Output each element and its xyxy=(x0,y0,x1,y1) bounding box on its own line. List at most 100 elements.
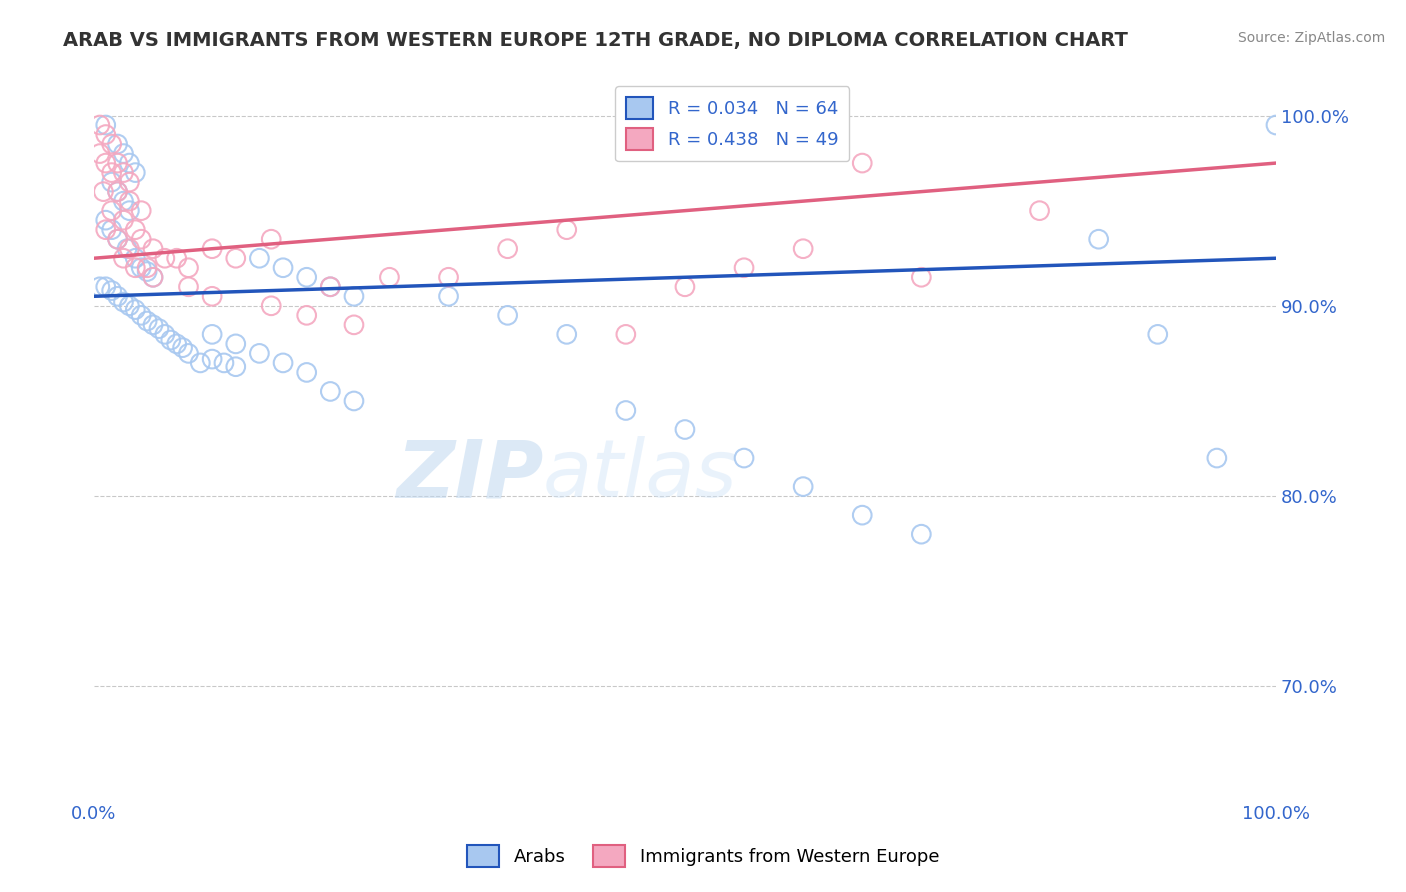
Point xyxy=(136,314,159,328)
Point xyxy=(159,333,181,347)
Point xyxy=(100,222,122,236)
Point xyxy=(118,203,141,218)
Point xyxy=(249,346,271,360)
Point xyxy=(319,280,342,294)
Point xyxy=(100,284,122,298)
Point xyxy=(112,165,135,179)
Point xyxy=(166,252,188,266)
Point xyxy=(851,156,873,170)
Point xyxy=(177,280,200,294)
Point xyxy=(94,118,117,132)
Text: ARAB VS IMMIGRANTS FROM WESTERN EUROPE 12TH GRADE, NO DIPLOMA CORRELATION CHART: ARAB VS IMMIGRANTS FROM WESTERN EUROPE 1… xyxy=(63,31,1128,50)
Point xyxy=(89,118,111,132)
Point xyxy=(94,213,117,227)
Point xyxy=(118,299,141,313)
Legend: R = 0.034   N = 64, R = 0.438   N = 49: R = 0.034 N = 64, R = 0.438 N = 49 xyxy=(616,87,849,161)
Point xyxy=(148,321,170,335)
Point xyxy=(166,337,188,351)
Point xyxy=(378,270,401,285)
Point xyxy=(614,327,637,342)
Point xyxy=(118,242,141,256)
Point xyxy=(201,327,224,342)
Point xyxy=(112,194,135,208)
Point xyxy=(107,156,129,170)
Point xyxy=(260,232,283,246)
Point xyxy=(124,165,146,179)
Point xyxy=(295,309,318,323)
Point xyxy=(177,260,200,275)
Point xyxy=(124,222,146,236)
Point xyxy=(496,242,519,256)
Point xyxy=(129,203,152,218)
Point xyxy=(673,280,696,294)
Point xyxy=(1146,327,1168,342)
Point xyxy=(94,128,117,142)
Point xyxy=(107,185,129,199)
Point xyxy=(1205,451,1227,466)
Point xyxy=(851,508,873,523)
Point xyxy=(343,318,366,332)
Point xyxy=(249,252,271,266)
Point xyxy=(142,270,165,285)
Point xyxy=(437,270,460,285)
Point xyxy=(555,222,578,236)
Point xyxy=(107,232,129,246)
Point xyxy=(188,356,211,370)
Point xyxy=(271,356,294,370)
Point xyxy=(129,260,152,275)
Point xyxy=(792,242,814,256)
Point xyxy=(496,309,519,323)
Point xyxy=(319,384,342,399)
Point xyxy=(112,213,135,227)
Point xyxy=(118,175,141,189)
Point xyxy=(100,165,122,179)
Point xyxy=(100,136,122,151)
Point xyxy=(107,289,129,303)
Point xyxy=(295,366,318,380)
Point xyxy=(100,203,122,218)
Point xyxy=(225,337,247,351)
Point xyxy=(319,280,342,294)
Point xyxy=(115,242,138,256)
Point xyxy=(89,280,111,294)
Point xyxy=(673,423,696,437)
Point xyxy=(107,136,129,151)
Text: ZIP: ZIP xyxy=(395,436,543,514)
Point xyxy=(201,289,224,303)
Point xyxy=(201,352,224,367)
Legend: Arabs, Immigrants from Western Europe: Arabs, Immigrants from Western Europe xyxy=(460,838,946,874)
Point xyxy=(201,242,224,256)
Point xyxy=(142,318,165,332)
Point xyxy=(89,146,111,161)
Point xyxy=(225,359,247,374)
Point xyxy=(112,295,135,310)
Point xyxy=(177,346,200,360)
Point xyxy=(343,289,366,303)
Point xyxy=(136,260,159,275)
Point xyxy=(1265,118,1288,132)
Point xyxy=(100,175,122,189)
Text: Source: ZipAtlas.com: Source: ZipAtlas.com xyxy=(1237,31,1385,45)
Point xyxy=(212,356,235,370)
Point xyxy=(437,289,460,303)
Point xyxy=(910,270,932,285)
Point xyxy=(1087,232,1109,246)
Point xyxy=(129,232,152,246)
Point xyxy=(142,270,165,285)
Text: atlas: atlas xyxy=(543,436,738,514)
Point xyxy=(555,327,578,342)
Point xyxy=(124,302,146,317)
Point xyxy=(129,309,152,323)
Point xyxy=(733,451,755,466)
Point xyxy=(792,480,814,494)
Point xyxy=(271,260,294,275)
Point xyxy=(136,264,159,278)
Point xyxy=(118,156,141,170)
Point xyxy=(1028,203,1050,218)
Point xyxy=(142,242,165,256)
Point xyxy=(614,403,637,417)
Point xyxy=(107,232,129,246)
Point xyxy=(172,341,194,355)
Point xyxy=(93,185,115,199)
Point xyxy=(295,270,318,285)
